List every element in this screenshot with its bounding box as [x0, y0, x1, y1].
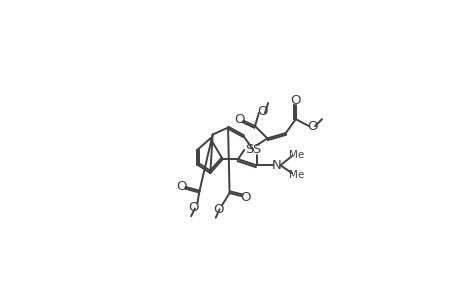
Text: O: O: [240, 191, 251, 204]
Text: O: O: [257, 105, 268, 118]
Text: O: O: [307, 120, 317, 134]
Text: O: O: [213, 203, 223, 216]
Text: N: N: [271, 159, 281, 172]
Text: O: O: [188, 201, 198, 214]
Text: O: O: [176, 180, 187, 193]
Text: O: O: [234, 113, 244, 126]
Text: Me: Me: [288, 150, 303, 160]
Text: S: S: [252, 143, 260, 157]
Text: S: S: [244, 143, 252, 157]
Text: Me: Me: [288, 169, 303, 180]
Text: O: O: [289, 94, 300, 107]
